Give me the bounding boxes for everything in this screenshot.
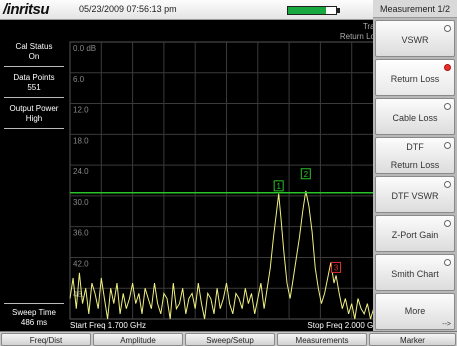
cal-status-value: On [28,52,40,61]
radio-icon [444,181,451,188]
y-tick-label: 0.0 dB [73,44,96,53]
radio-icon [444,103,451,110]
y-tick-label: 36.0 [73,229,89,238]
data-points-label: Data Points [13,73,55,82]
radio-selected-icon [444,64,451,71]
divider [4,303,64,304]
divider [4,66,64,67]
y-tick-label: 42.0 [73,259,89,268]
cable-loss-button[interactable]: Cable Loss [375,98,455,135]
status-panel: Cal Status On Data Points 551 Output Pow… [0,20,68,331]
measurement-menu: Measurement 1/2 VSWR Return Loss Cable L… [373,0,457,331]
radio-icon [444,142,451,149]
cal-status-label: Cal Status [15,42,53,51]
tab-sweep-setup[interactable]: Sweep/Setup [185,333,275,346]
dtf-return-loss-label: Return Loss [390,160,440,170]
battery-icon [287,6,337,15]
anritsu-logo: /inritsu [3,1,50,18]
measurement-label: Return Loss [339,32,383,41]
menu-title: Measurement 1/2 [373,0,457,18]
divider [4,128,64,129]
dtf-label: DTF [406,142,424,152]
arrow-right-icon: --> [442,321,451,328]
more-label: More [404,306,426,316]
more-button[interactable]: More --> [375,293,455,330]
plot-area[interactable]: 0.0 dB 6.0 12.0 18.0 24.0 30.0 36.0 42.0 48. 1 2 3 … [68,20,385,331]
dtf-return-loss-button[interactable]: DTF Return Loss [375,137,455,174]
radio-icon [444,25,451,32]
smith-chart-button[interactable]: Smith Chart [375,254,455,291]
marker-3-label: 3 [334,263,339,272]
y-tick-label: 48. [73,290,84,299]
y-tick-label: 18.0 [73,136,89,145]
radio-icon [444,220,451,227]
marker-2-label: 2 [304,170,309,179]
return-loss-button[interactable]: Return Loss [375,59,455,96]
vswr-label: VSWR [401,35,429,45]
stop-frequency: Stop Freq 2.000 GHz [307,321,383,330]
dtf-vswr-label: DTF VSWR [391,191,439,201]
status-bar: /inritsu 05/23/2009 07:56:13 pm [0,0,373,20]
vswr-button[interactable]: VSWR [375,20,455,57]
date-time: 05/23/2009 07:56:13 pm [79,4,177,14]
output-power-value: High [25,114,43,123]
z-port-gain-label: Z-Port Gain [391,230,439,240]
output-power-label: Output Power [9,104,59,113]
trace-label: Trace [340,22,383,32]
return-loss-chart[interactable]: 0.0 dB 6.0 12.0 18.0 24.0 30.0 36.0 42.0 48. 1 2 3 [68,20,385,331]
sweep-time-value: 486 ms [20,318,48,327]
y-tick-label: 24.0 [73,167,89,176]
marker-2-box [300,168,311,180]
z-port-gain-button[interactable]: Z-Port Gain [375,215,455,252]
marker-1-label: 1 [276,182,281,191]
main-menu-bar: Freq/Dist Amplitude Sweep/Setup Measurem… [0,331,457,346]
tab-freq-dist[interactable]: Freq/Dist [1,333,91,346]
y-tick-label: 6.0 [73,75,85,84]
radio-icon [444,259,451,266]
tab-measurements[interactable]: Measurements [277,333,367,346]
data-points-value: 551 [27,83,41,92]
tab-amplitude[interactable]: Amplitude [93,333,183,346]
divider [4,97,64,98]
trace-title: Trace Return Loss [340,22,383,42]
cable-loss-label: Cable Loss [392,113,438,123]
marker-1-box [273,180,284,192]
sweep-time-label: Sweep Time [11,308,57,317]
y-tick-label: 30.0 [73,198,89,207]
smith-chart-label: Smith Chart [391,269,439,279]
y-tick-label: 12.0 [73,106,89,115]
return-loss-label: Return Loss [390,74,440,84]
battery-fill [288,7,327,14]
tab-marker[interactable]: Marker [369,333,456,346]
start-frequency: Start Freq 1.700 GHz [70,321,147,330]
battery-tip [337,8,340,13]
dtf-vswr-button[interactable]: DTF VSWR [375,176,455,213]
marker-3-box [331,261,342,273]
